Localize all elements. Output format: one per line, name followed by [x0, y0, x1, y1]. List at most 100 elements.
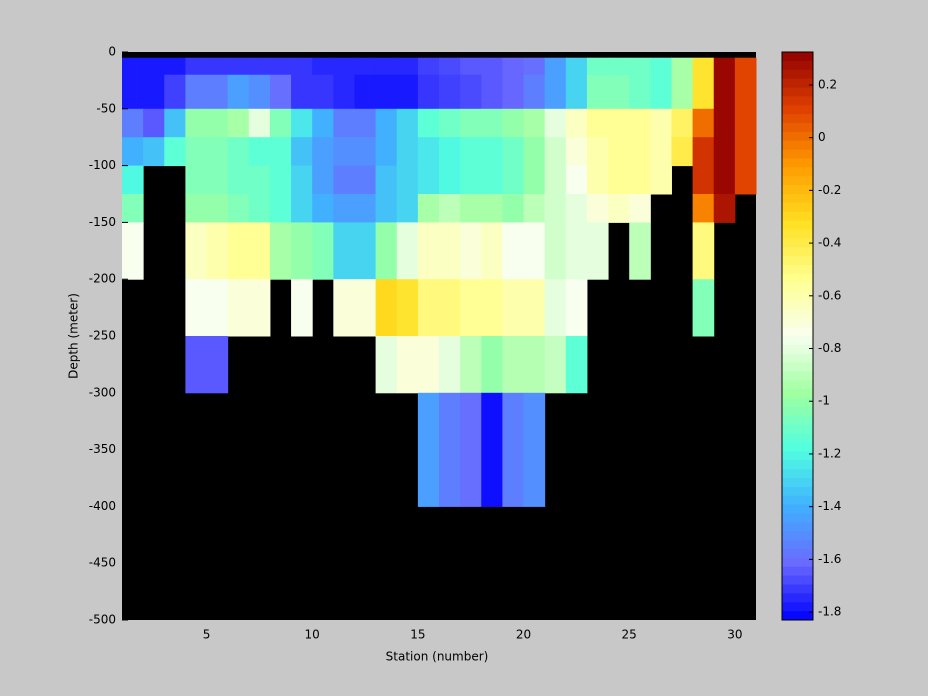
- colorbar-swatch: [782, 318, 813, 328]
- y-tick-label: -100: [89, 158, 116, 172]
- heatmap-cell: [227, 137, 250, 167]
- heatmap-cell: [375, 57, 398, 76]
- heatmap-cell: [544, 279, 567, 337]
- colorbar-swatch: [782, 611, 813, 621]
- heatmap-cell: [206, 222, 229, 280]
- colorbar-tick-label: -0.2: [818, 183, 841, 197]
- heatmap-cell: [650, 165, 672, 195]
- heatmap-cell: [396, 194, 419, 223]
- heatmap-cell: [185, 57, 208, 76]
- colorbar-swatch: [782, 415, 813, 426]
- heatmap-cell: [333, 194, 355, 223]
- heatmap-cell: [333, 108, 355, 138]
- heatmap-cell: [481, 57, 503, 76]
- heatmap-cell: [565, 165, 588, 195]
- colorbar-swatch: [782, 185, 813, 195]
- heatmap-cell: [502, 137, 525, 167]
- heatmap-cell: [586, 222, 609, 280]
- colorbar-swatch: [782, 123, 813, 133]
- heatmap-cell: [291, 137, 313, 167]
- heatmap-cell: [544, 165, 567, 195]
- heatmap-cell: [692, 194, 715, 223]
- colorbar-tick-label: -1.6: [818, 552, 841, 566]
- heatmap-cell: [312, 194, 334, 223]
- colorbar-swatch: [782, 353, 813, 364]
- heatmap-cell: [629, 194, 651, 223]
- colorbar-swatch: [782, 557, 813, 568]
- heatmap-cell: [608, 108, 630, 138]
- colorbar-swatch: [782, 220, 813, 230]
- heatmap-cell: [608, 74, 630, 110]
- heatmap-cell: [396, 57, 419, 76]
- heatmap-cell: [143, 57, 165, 76]
- heatmap-cell: [185, 222, 208, 280]
- heatmap-cell: [185, 137, 208, 167]
- heatmap-cell: [565, 336, 588, 394]
- heatmap-cell: [481, 165, 503, 195]
- heatmap-cell: [502, 108, 525, 138]
- heatmap-cell: [396, 336, 419, 394]
- heatmap-cell: [544, 137, 567, 167]
- heatmap-cell: [122, 194, 144, 223]
- heatmap-cell: [164, 108, 186, 138]
- heatmap-cell: [586, 108, 609, 138]
- heatmap-cell: [586, 137, 609, 167]
- heatmap-cell: [269, 57, 292, 76]
- heatmap-cell: [692, 74, 715, 110]
- heatmap-cell: [333, 74, 355, 110]
- colorbar-swatch: [782, 300, 813, 310]
- heatmap-cell: [248, 279, 271, 337]
- colorbar-tick-label: -1.4: [818, 499, 841, 513]
- heatmap-cell: [248, 74, 271, 110]
- heatmap-cell: [608, 137, 630, 167]
- heatmap-cell: [227, 194, 250, 223]
- heatmap-cell: [523, 392, 546, 507]
- heatmap-cell: [206, 194, 229, 223]
- heatmap-cell: [608, 165, 630, 195]
- colorbar-swatch: [782, 202, 813, 213]
- colorbar-swatch: [782, 149, 813, 159]
- heatmap-cell: [523, 108, 546, 138]
- heatmap-cell: [417, 336, 440, 394]
- heatmap-cell: [608, 57, 630, 76]
- heatmap-cell: [375, 108, 398, 138]
- heatmap-cell: [248, 194, 271, 223]
- colorbar-swatch: [782, 389, 813, 399]
- heatmap-cell: [544, 108, 567, 138]
- heatmap-cell: [375, 222, 398, 280]
- colorbar-swatch: [782, 238, 813, 248]
- colorbar-swatch: [782, 344, 813, 355]
- heatmap-cell: [333, 137, 355, 167]
- colorbar-swatch: [782, 433, 813, 443]
- heatmap-cell: [439, 165, 461, 195]
- heatmap-cell: [269, 74, 292, 110]
- colorbar-swatch: [782, 540, 813, 550]
- heatmap-cell: [312, 222, 334, 280]
- heatmap-cell: [734, 74, 757, 110]
- heatmap-cell: [629, 137, 651, 167]
- heatmap-cell: [586, 165, 609, 195]
- heatmap-cell: [375, 194, 398, 223]
- heatmap-cell: [417, 57, 440, 76]
- colorbar-tick-label: -1: [818, 394, 830, 408]
- colorbar-tick-label: -1.2: [818, 446, 841, 460]
- heatmap-cell: [122, 222, 144, 280]
- y-tick-label: 0: [108, 45, 116, 59]
- colorbar-swatch: [782, 131, 813, 142]
- heatmap-cell: [439, 222, 461, 280]
- heatmap-cell: [269, 222, 292, 280]
- heatmap-cell: [713, 137, 736, 167]
- heatmap-cell: [291, 74, 313, 110]
- heatmap-cell: [312, 74, 334, 110]
- colorbar-frame: [781, 51, 814, 621]
- heatmap-cell: [143, 74, 165, 110]
- heatmap-cell: [734, 108, 757, 138]
- colorbar-swatch: [782, 451, 813, 461]
- colorbar-swatch: [782, 114, 813, 124]
- heatmap-cell: [481, 336, 503, 394]
- heatmap-cell: [523, 137, 546, 167]
- colorbar-tick-label: -1.8: [818, 605, 841, 619]
- heatmap-cell: [460, 336, 482, 394]
- heatmap-cell: [354, 137, 377, 167]
- heatmap-cell: [544, 194, 567, 223]
